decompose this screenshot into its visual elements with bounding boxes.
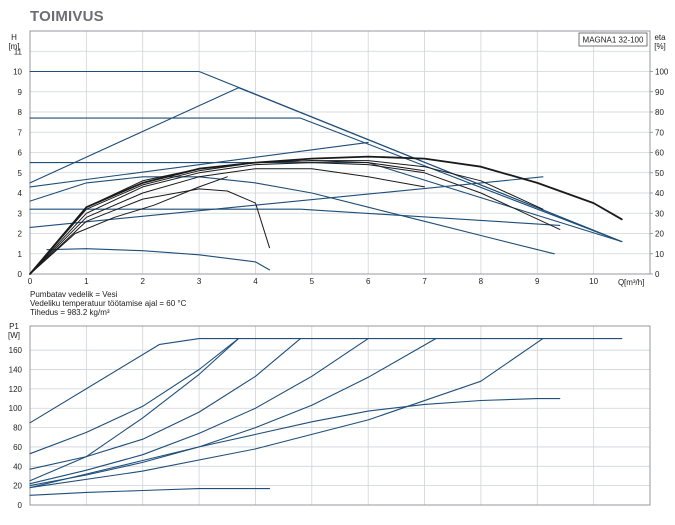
y-tick-label: 100	[9, 404, 23, 413]
y-tick-label: 9	[18, 88, 23, 97]
page-title: TOIMIVUS	[30, 8, 104, 25]
power-curve	[29, 338, 369, 485]
x-tick-label: 8	[479, 277, 484, 286]
y-axis-unit: [m]	[8, 42, 19, 51]
y2-axis-unit: [%]	[654, 42, 666, 51]
power-curve	[29, 338, 302, 470]
lower-plot-frame	[29, 325, 651, 506]
x-tick-label: 9	[535, 277, 540, 286]
y-tick-label: 10	[13, 68, 22, 77]
y-tick-label: 160	[9, 346, 23, 355]
y2-tick-label: 100	[655, 68, 669, 77]
y2-tick-label: 10	[655, 250, 664, 259]
y-tick-label: 80	[13, 424, 22, 433]
x-tick-label: 4	[253, 277, 258, 286]
power-axis-label: P1	[9, 322, 19, 331]
x-tick-label: 2	[141, 277, 146, 286]
y2-tick-label: 0	[655, 270, 660, 279]
y2-tick-label: 70	[655, 128, 664, 137]
head-curve	[29, 162, 623, 243]
x-tick-label: 7	[422, 277, 427, 286]
y-tick-label: 4	[18, 189, 23, 198]
x-tick-label: 1	[84, 277, 89, 286]
power-curve	[29, 338, 240, 455]
x-tick-label: 0	[28, 277, 33, 286]
x-tick-label: 10	[589, 277, 598, 286]
efficiency-curve	[29, 176, 228, 275]
x-tick-label: 3	[197, 277, 202, 286]
x-tick-label: 5	[310, 277, 315, 286]
model-legend-box	[578, 32, 648, 47]
model-legend-label: MAGNA1 32-100	[583, 36, 644, 45]
efficiency-curve	[29, 168, 425, 275]
y-tick-label: 7	[18, 128, 23, 137]
y2-tick-label: 20	[655, 230, 664, 239]
y-tick-label: 0	[18, 501, 23, 510]
y-tick-label: 0	[18, 270, 23, 279]
y-tick-label: 8	[18, 108, 23, 117]
head-curve	[29, 117, 623, 243]
head-curve	[29, 176, 544, 228]
y-tick-label: 5	[18, 169, 23, 178]
efficiency-curve	[29, 155, 623, 275]
efficiency-curve	[29, 162, 561, 275]
efficiency-curve	[29, 160, 425, 275]
y2-tick-label: 90	[655, 88, 664, 97]
y-tick-label: 2	[18, 230, 23, 239]
y-tick-label: 140	[9, 366, 23, 375]
fluid-note: Tihedus = 983.2 kg/m³	[30, 308, 110, 317]
x-axis-label: Q	[618, 278, 624, 287]
head-curve	[46, 248, 271, 271]
y2-tick-label: 60	[655, 149, 664, 158]
head-curve	[29, 141, 369, 188]
y-axis-label: H	[11, 33, 17, 42]
y2-tick-label: 80	[655, 108, 664, 117]
efficiency-curve	[29, 188, 270, 275]
efficiency-curve	[29, 160, 544, 275]
y-tick-label: 6	[18, 149, 23, 158]
head-curve	[29, 208, 561, 226]
y-tick-label: 60	[13, 443, 22, 452]
y-tick-label: 11	[14, 47, 23, 56]
power-curve	[29, 338, 240, 482]
power-curve	[29, 338, 437, 487]
y2-tick-label: 40	[655, 189, 664, 198]
y2-axis-label: eta	[654, 33, 666, 42]
y2-tick-label: 50	[655, 169, 664, 178]
y-tick-label: 20	[13, 482, 22, 491]
power-curve	[29, 488, 271, 496]
power-curve	[29, 338, 544, 489]
y-tick-label: 3	[18, 209, 23, 218]
head-curve	[29, 176, 555, 255]
power-curve	[29, 338, 623, 424]
fluid-note: Vedeliku temperatuur töötamise ajal = 60…	[30, 299, 187, 308]
y-tick-label: 40	[13, 462, 22, 471]
upper-plot-frame	[29, 30, 651, 275]
x-axis-unit: [m³/h]	[624, 278, 644, 287]
head-curve	[29, 87, 623, 243]
y2-tick-label: 30	[655, 209, 664, 218]
y-tick-label: 120	[9, 385, 23, 394]
x-tick-label: 6	[366, 277, 371, 286]
fluid-note: Pumbatav vedelik = Vesi	[30, 290, 118, 299]
power-curve	[29, 398, 561, 489]
y-tick-label: 1	[18, 250, 23, 259]
power-axis-unit: [W]	[8, 331, 20, 340]
